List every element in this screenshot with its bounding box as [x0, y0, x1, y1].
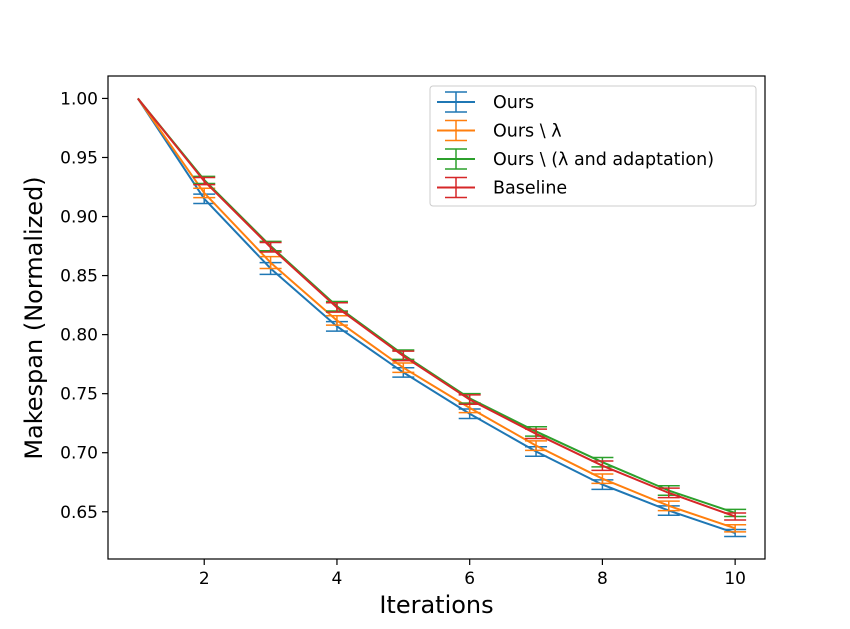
legend-label: Ours	[493, 93, 534, 113]
error-bar	[325, 301, 348, 313]
legend-entry: Ours	[437, 91, 534, 113]
error-bar	[525, 440, 548, 452]
series-line	[137, 97, 736, 518]
legend-entry: Ours \ (λ and adaptation)	[437, 148, 714, 170]
error-bar	[259, 255, 282, 270]
legend-label: Ours \ λ	[493, 122, 562, 142]
x-tick-label: 2	[199, 569, 210, 589]
series-layer	[137, 97, 747, 538]
x-axis-ticks: 2 4 6 8 10	[199, 559, 746, 589]
error-bar	[657, 487, 680, 499]
legend-entry: Baseline	[437, 176, 567, 199]
legend-label: Baseline	[493, 179, 567, 199]
legend: Ours Ours \ λ Ours \ (λ and adaptation) Bas…	[429, 85, 757, 207]
x-tick-label: 10	[724, 569, 746, 589]
error-bar	[325, 314, 348, 326]
legend-entry: Ours \ λ	[437, 119, 562, 142]
error-bar	[657, 500, 680, 512]
error-bar	[724, 512, 747, 521]
y-axis-title: Makespan (Normalized)	[20, 176, 48, 459]
error-bar	[591, 460, 614, 472]
y-tick-label: 0.95	[60, 148, 98, 168]
plot-frame	[107, 75, 766, 560]
y-tick-label: 0.85	[60, 267, 98, 287]
error-bar	[458, 394, 481, 406]
x-axis-title: Iterations	[379, 591, 493, 619]
error-bar	[392, 362, 415, 374]
y-tick-label: 0.75	[60, 385, 98, 405]
legend-label: Ours \ (λ and adaptation)	[493, 150, 714, 170]
y-axis-ticks: 0.65 0.70 0.75 0.80 0.85 0.90 0.95 1.00	[60, 89, 108, 523]
error-bar	[591, 473, 614, 485]
error-bar	[392, 350, 415, 362]
error-bar	[193, 176, 216, 186]
error-bar	[724, 524, 747, 533]
y-tick-label: 0.80	[60, 326, 98, 346]
y-tick-label: 0.90	[60, 208, 98, 228]
x-tick-label: 8	[597, 569, 608, 589]
x-tick-label: 4	[332, 569, 343, 589]
y-tick-label: 0.70	[60, 444, 98, 464]
series-3	[137, 97, 747, 521]
y-tick-label: 1.00	[60, 89, 98, 109]
error-bar	[525, 428, 548, 440]
y-tick-label: 0.65	[60, 503, 98, 523]
series-line	[137, 97, 736, 534]
series-line	[137, 97, 736, 530]
x-tick-label: 6	[464, 569, 475, 589]
error-bar	[259, 241, 282, 253]
legend-box	[429, 85, 757, 207]
